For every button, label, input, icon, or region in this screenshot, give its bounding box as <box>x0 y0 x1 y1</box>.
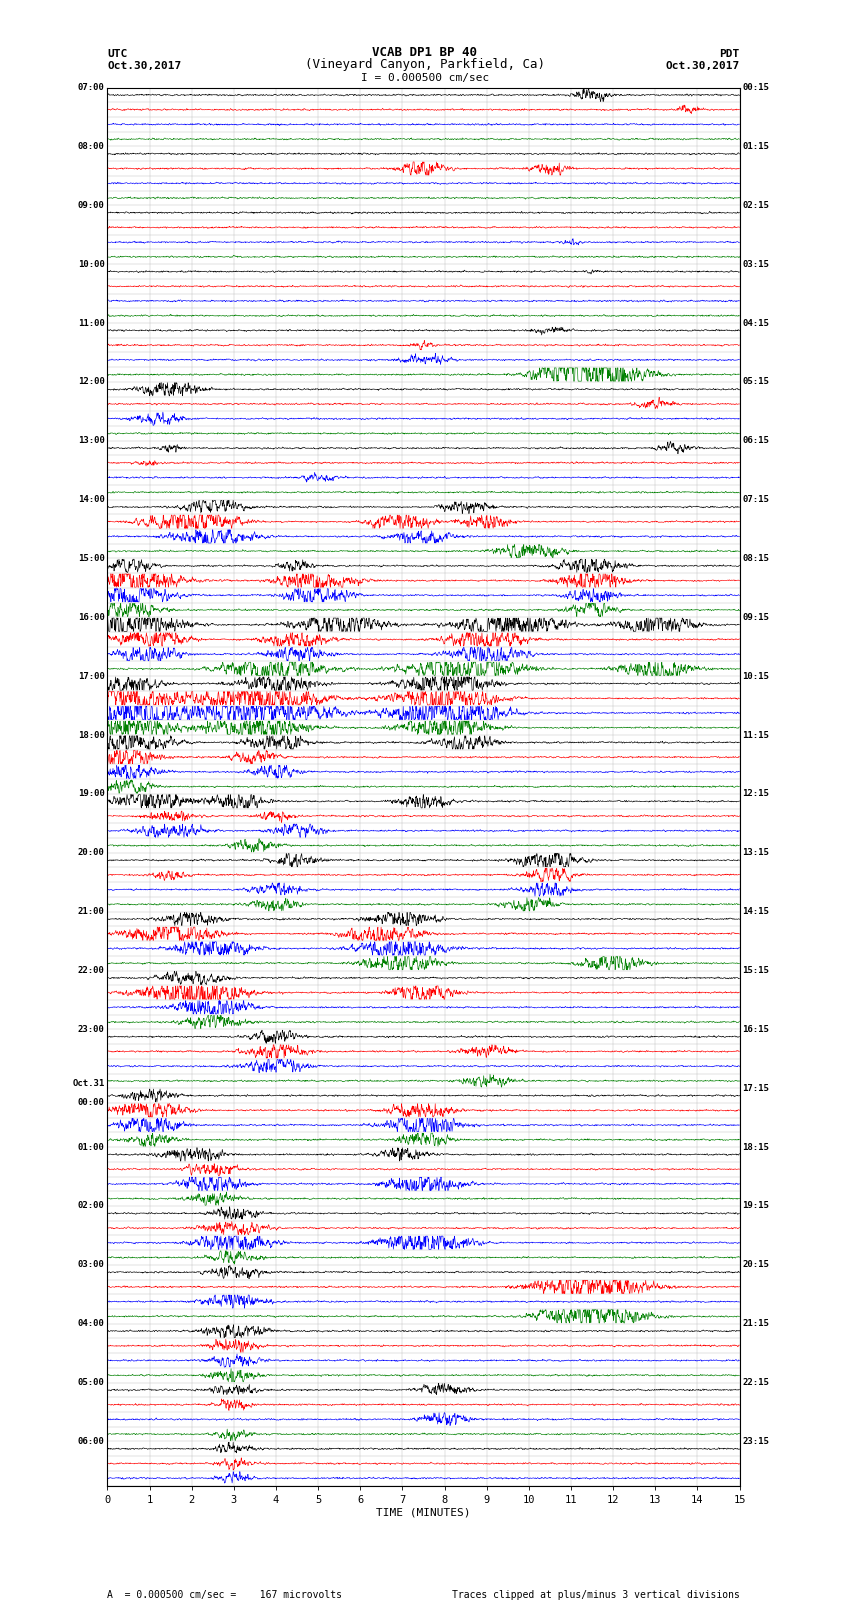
Text: 03:00: 03:00 <box>78 1260 105 1269</box>
Text: 23:00: 23:00 <box>78 1024 105 1034</box>
X-axis label: TIME (MINUTES): TIME (MINUTES) <box>377 1508 471 1518</box>
Text: Oct.30,2017: Oct.30,2017 <box>666 61 740 71</box>
Text: 05:00: 05:00 <box>78 1378 105 1387</box>
Text: 22:15: 22:15 <box>742 1378 769 1387</box>
Text: (Vineyard Canyon, Parkfield, Ca): (Vineyard Canyon, Parkfield, Ca) <box>305 58 545 71</box>
Text: 17:00: 17:00 <box>78 671 105 681</box>
Text: 06:00: 06:00 <box>78 1437 105 1445</box>
Text: UTC: UTC <box>107 48 127 58</box>
Text: 00:15: 00:15 <box>742 84 769 92</box>
Text: 06:15: 06:15 <box>742 436 769 445</box>
Text: PDT: PDT <box>719 48 740 58</box>
Text: 01:00: 01:00 <box>78 1142 105 1152</box>
Text: 08:00: 08:00 <box>78 142 105 152</box>
Text: 22:00: 22:00 <box>78 966 105 974</box>
Text: 11:00: 11:00 <box>78 318 105 327</box>
Text: Oct.30,2017: Oct.30,2017 <box>107 61 182 71</box>
Text: 11:15: 11:15 <box>742 731 769 740</box>
Text: 16:00: 16:00 <box>78 613 105 623</box>
Text: 03:15: 03:15 <box>742 260 769 269</box>
Text: 17:15: 17:15 <box>742 1084 769 1092</box>
Text: 07:15: 07:15 <box>742 495 769 505</box>
Text: 09:00: 09:00 <box>78 200 105 210</box>
Text: 15:00: 15:00 <box>78 553 105 563</box>
Text: 00:00: 00:00 <box>78 1098 105 1108</box>
Text: 09:15: 09:15 <box>742 613 769 623</box>
Text: 13:15: 13:15 <box>742 848 769 857</box>
Text: Traces clipped at plus/minus 3 vertical divisions: Traces clipped at plus/minus 3 vertical … <box>451 1590 740 1600</box>
Text: 18:00: 18:00 <box>78 731 105 740</box>
Text: Oct.31: Oct.31 <box>72 1079 105 1089</box>
Text: 04:00: 04:00 <box>78 1319 105 1327</box>
Text: 16:15: 16:15 <box>742 1024 769 1034</box>
Text: 13:00: 13:00 <box>78 436 105 445</box>
Text: 20:15: 20:15 <box>742 1260 769 1269</box>
Text: 21:00: 21:00 <box>78 907 105 916</box>
Text: A  = 0.000500 cm/sec =    167 microvolts: A = 0.000500 cm/sec = 167 microvolts <box>107 1590 343 1600</box>
Text: 04:15: 04:15 <box>742 318 769 327</box>
Text: 10:15: 10:15 <box>742 671 769 681</box>
Text: VCAB DP1 BP 40: VCAB DP1 BP 40 <box>372 45 478 58</box>
Text: 14:00: 14:00 <box>78 495 105 505</box>
Text: 19:00: 19:00 <box>78 789 105 798</box>
Text: 21:15: 21:15 <box>742 1319 769 1327</box>
Text: 19:15: 19:15 <box>742 1202 769 1210</box>
Text: 14:15: 14:15 <box>742 907 769 916</box>
Text: 12:15: 12:15 <box>742 789 769 798</box>
Text: 02:15: 02:15 <box>742 200 769 210</box>
Text: 23:15: 23:15 <box>742 1437 769 1445</box>
Text: 12:00: 12:00 <box>78 377 105 387</box>
Text: 15:15: 15:15 <box>742 966 769 974</box>
Text: 18:15: 18:15 <box>742 1142 769 1152</box>
Text: 07:00: 07:00 <box>78 84 105 92</box>
Text: 05:15: 05:15 <box>742 377 769 387</box>
Text: 08:15: 08:15 <box>742 553 769 563</box>
Text: I = 0.000500 cm/sec: I = 0.000500 cm/sec <box>361 73 489 82</box>
Text: 20:00: 20:00 <box>78 848 105 857</box>
Text: 02:00: 02:00 <box>78 1202 105 1210</box>
Text: 10:00: 10:00 <box>78 260 105 269</box>
Text: 01:15: 01:15 <box>742 142 769 152</box>
